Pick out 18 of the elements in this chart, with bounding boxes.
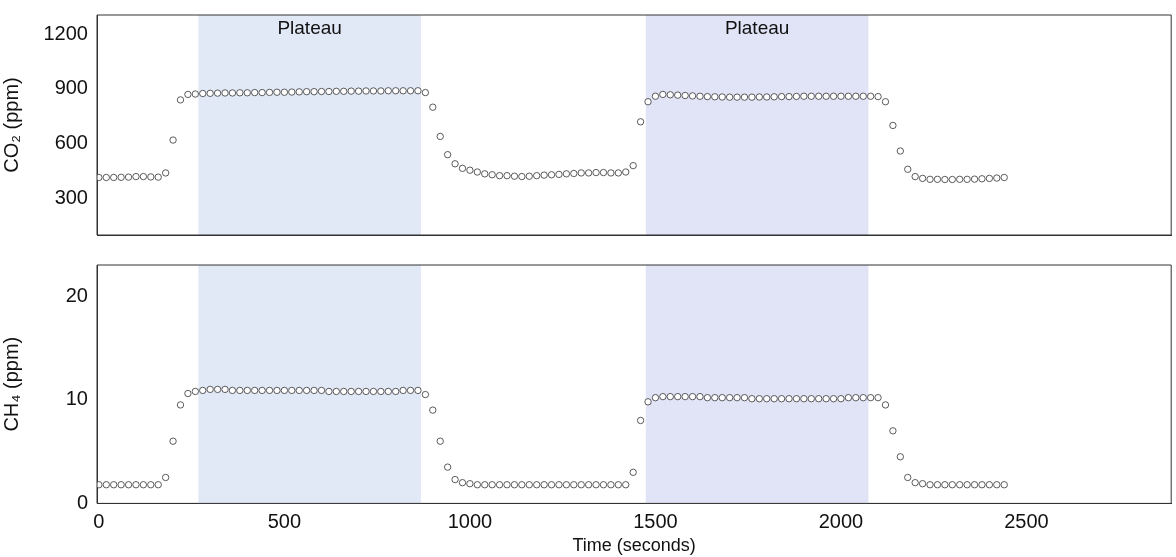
y-axis-title: CO₂ (ppm) bbox=[0, 77, 22, 173]
x-tick-label: 0 bbox=[93, 509, 105, 532]
y-tick-label: 10 bbox=[65, 387, 88, 410]
x-tick-label: 500 bbox=[267, 509, 302, 532]
y-tick-label: 0 bbox=[76, 490, 88, 513]
x-tick-label: 2500 bbox=[1004, 509, 1049, 532]
x-axis-title: Time (seconds) bbox=[572, 535, 696, 556]
x-tick-label: 1000 bbox=[447, 509, 493, 532]
y-tick-label: 600 bbox=[54, 131, 88, 154]
band-label: Plateau bbox=[277, 16, 342, 38]
y-tick-label: 20 bbox=[65, 283, 88, 306]
band-label: Plateau bbox=[724, 16, 790, 38]
y-tick-label: 300 bbox=[54, 186, 88, 208]
y-tick-label: 1200 bbox=[43, 21, 88, 44]
y-tick-label: 900 bbox=[54, 76, 88, 99]
y-axis-title: CH₄ (ppm) bbox=[0, 336, 22, 432]
x-tick-label: 2000 bbox=[818, 509, 864, 532]
x-tick-label: 1500 bbox=[633, 509, 678, 532]
